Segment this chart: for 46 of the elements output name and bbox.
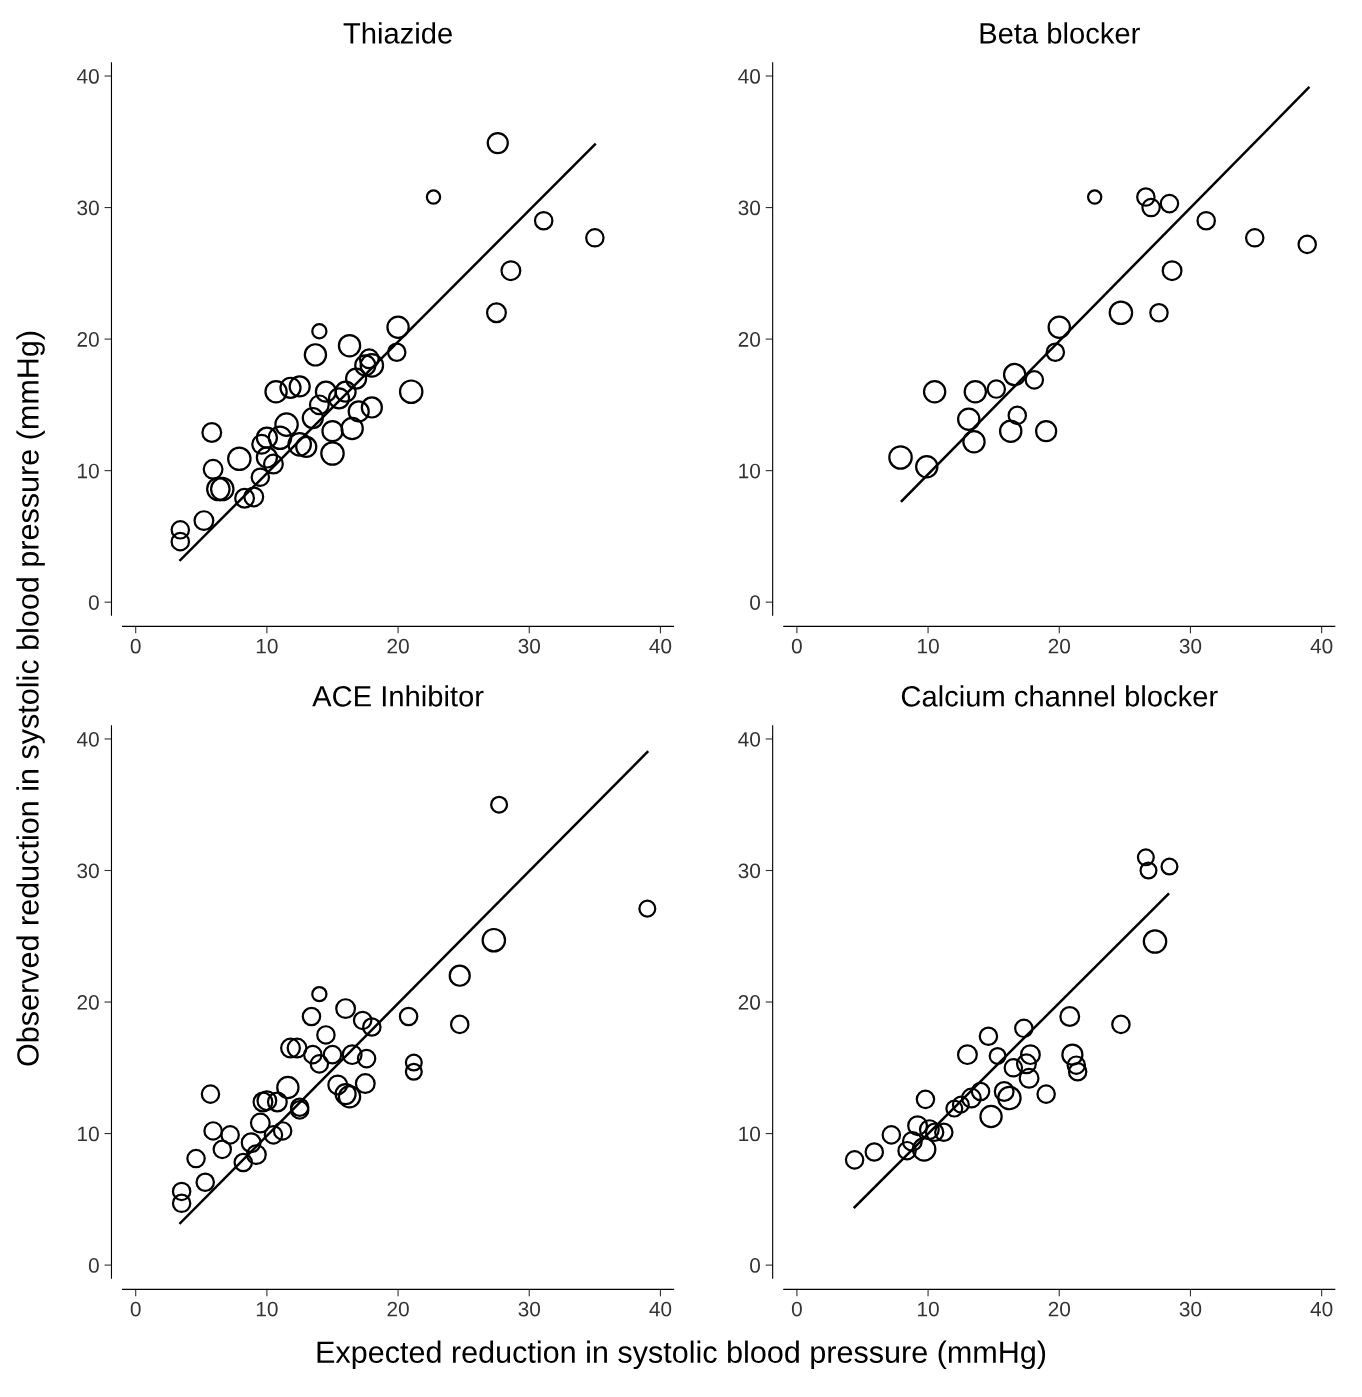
y-tick-label: 10	[78, 463, 99, 479]
y-tick-label: 30	[77, 863, 99, 879]
x-tick-label: 40	[649, 638, 672, 654]
y-tick-label: 0	[750, 595, 761, 610]
x-tick-label: 0	[791, 1301, 802, 1317]
y-tick-label: 40	[738, 731, 761, 747]
y-tick-label: 20	[738, 995, 761, 1010]
x-tick-label: 10	[256, 1301, 278, 1317]
x-tick-label: 30	[518, 638, 541, 654]
y-tick-label: 30	[738, 863, 761, 879]
y-tick-label: 20	[77, 995, 99, 1010]
y-tick-label: 0	[750, 1258, 761, 1273]
y-tick-label: 10	[78, 1126, 99, 1142]
y-tick-label: 0	[88, 1258, 99, 1273]
x-tick-label: 30	[518, 1301, 541, 1317]
y-axis-title: Observed reduction in systolic blood pressure (mmHg)	[16, 331, 45, 1066]
y-tick-label: 40	[738, 69, 761, 84]
chart-title: Calcium channel blocker	[901, 685, 1218, 707]
y-tick-label: 30	[738, 200, 761, 216]
x-tick-label: 40	[1310, 638, 1333, 654]
x-tick-label: 20	[387, 1301, 409, 1317]
chart-title: Thiazide	[343, 22, 452, 44]
x-tick-label: 30	[1179, 638, 1202, 654]
chart-title: ACE Inhibitor	[312, 685, 484, 707]
x-tick-label: 40	[649, 1301, 672, 1317]
y-tick-label: 40	[76, 731, 99, 747]
x-tick-label: 20	[1048, 1301, 1071, 1317]
x-tick-label: 10	[256, 638, 278, 654]
y-tick-label: 20	[77, 332, 99, 347]
y-tick-label: 10	[739, 463, 761, 479]
y-tick-label: 10	[739, 1126, 761, 1142]
y-tick-label: 20	[738, 332, 761, 347]
x-tick-label: 10	[918, 638, 939, 654]
x-tick-label: 20	[1048, 638, 1071, 654]
x-tick-label: 0	[791, 638, 802, 654]
chart-title: Beta blocker	[980, 22, 1140, 44]
x-tick-label: 20	[387, 638, 409, 654]
x-tick-label: 30	[1179, 1301, 1202, 1317]
x-tick-label: 0	[130, 1301, 141, 1317]
y-tick-label: 40	[76, 69, 99, 84]
x-tick-label: 40	[1310, 1301, 1333, 1317]
y-tick-label: 30	[77, 200, 99, 216]
x-tick-label: 0	[130, 638, 141, 654]
x-axis-title: Expected reduction in systolic blood pressure (mmHg)	[317, 1340, 1046, 1370]
x-tick-label: 10	[918, 1301, 939, 1317]
y-tick-label: 0	[88, 595, 99, 610]
